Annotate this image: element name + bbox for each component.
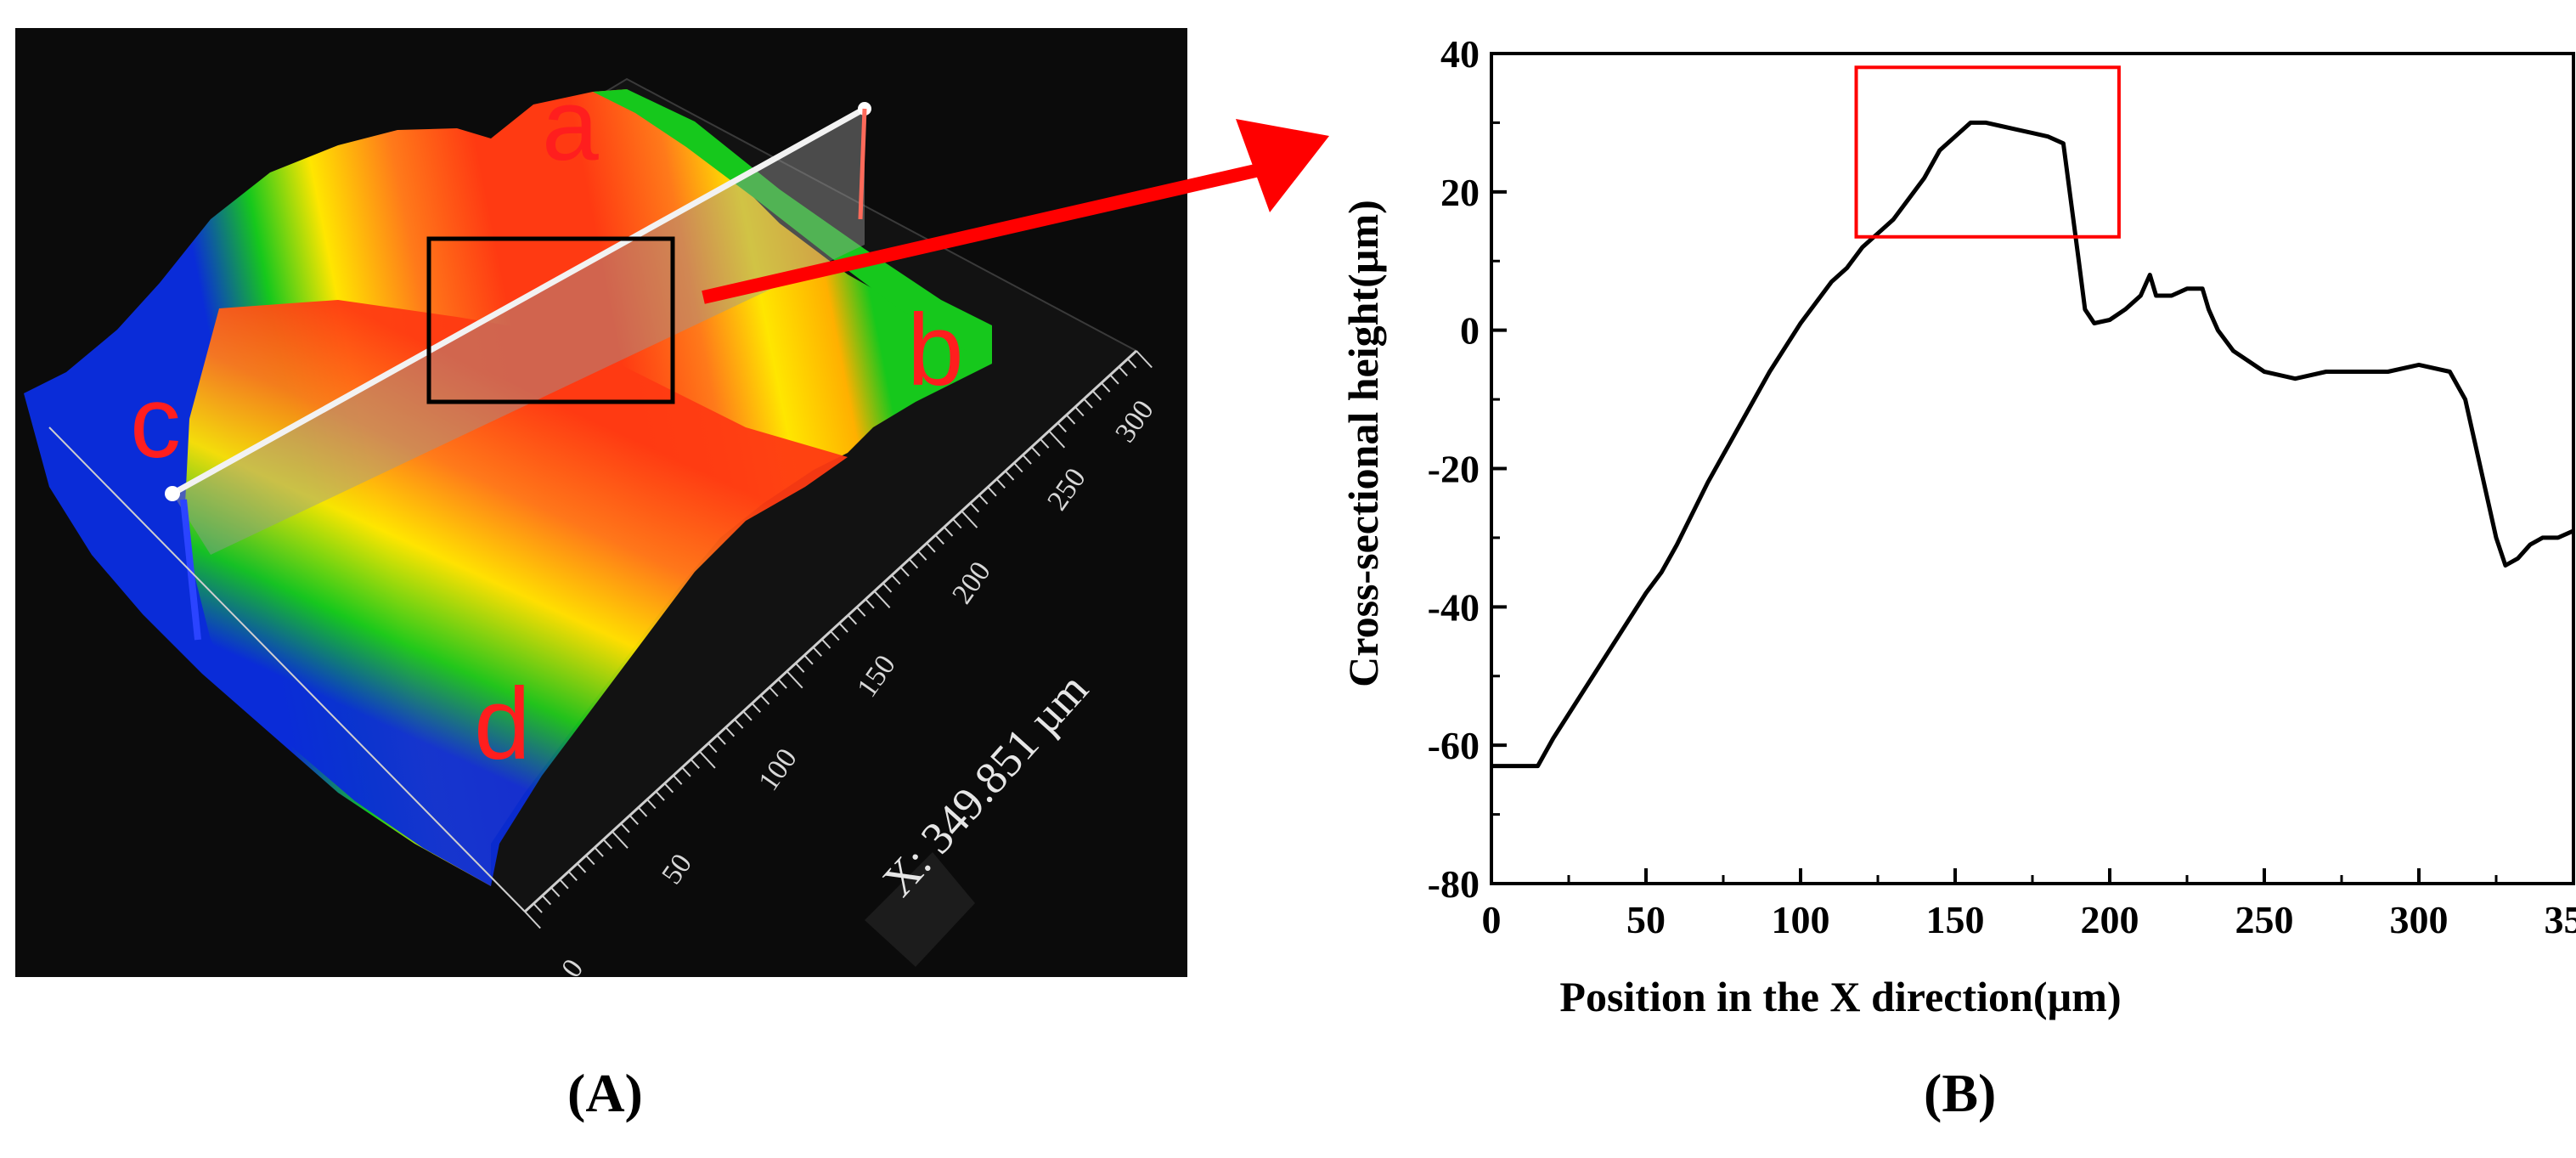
- y-tick-label: -80: [1428, 862, 1480, 906]
- label-d: d: [474, 667, 531, 781]
- annotation-box: [1857, 67, 2119, 236]
- series-line: [1491, 122, 2573, 765]
- x-tick-label: 100: [1772, 898, 1830, 941]
- x-tick-label: 200: [2081, 898, 2139, 941]
- y-tick-labels: -80 -60 -40 -20 0 20 40: [1428, 32, 1480, 906]
- x-tick-label: 0: [1482, 898, 1502, 941]
- caption-a: (A): [567, 1062, 643, 1125]
- x-tick-label: 150: [1926, 898, 1985, 941]
- x-axis-label: Position in the X direction(µm): [1559, 973, 2121, 1020]
- x-tick-label: 350: [2545, 898, 2576, 941]
- y-tick-label: -20: [1428, 448, 1480, 491]
- surface-profile-3d: 0 50 100 150 200 250 300 X: 349.851 µm a…: [15, 28, 1187, 977]
- section-point-start: [165, 486, 180, 501]
- x-tick-label: 300: [2390, 898, 2449, 941]
- x-tick-label: 50: [1626, 898, 1666, 941]
- y-axis-label: Cross-sectional height(µm): [1339, 200, 1387, 687]
- y-tick-label: -40: [1428, 585, 1480, 629]
- caption-b: (B): [1924, 1062, 1996, 1125]
- y-tick-label: -60: [1428, 724, 1480, 767]
- panel-a: 0 50 100 150 200 250 300 X: 349.851 µm a…: [15, 28, 1187, 977]
- label-b: b: [907, 293, 964, 407]
- y-tick-label: 20: [1440, 171, 1480, 214]
- y-tick-label: 0: [1460, 309, 1480, 353]
- label-c: c: [130, 365, 181, 479]
- x-tick-label: 250: [2235, 898, 2294, 941]
- x-tick-labels: 0 50 100 150 200 250 300 350: [1482, 898, 2576, 941]
- plot-frame: [1491, 54, 2573, 884]
- y-tick-label: 40: [1440, 32, 1480, 76]
- chart-axes: [1491, 54, 2573, 884]
- label-a: a: [542, 68, 599, 182]
